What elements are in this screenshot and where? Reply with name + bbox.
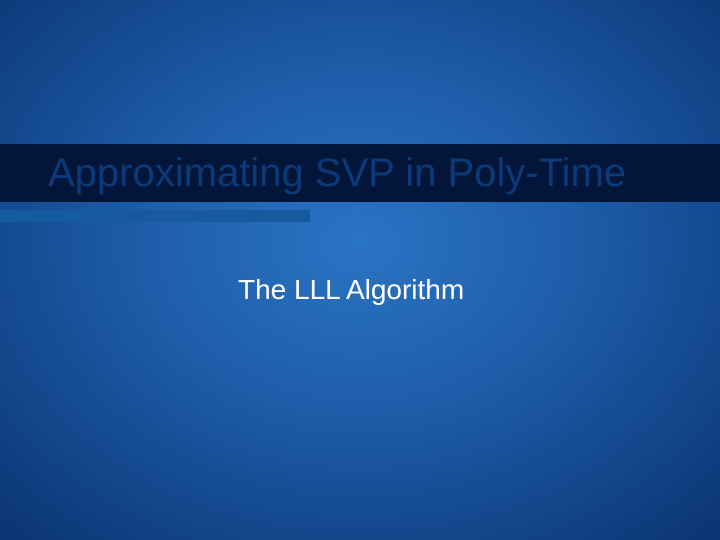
slide-title: Approximating SVP in Poly-Time — [48, 151, 626, 196]
slide-subtitle: The LLL Algorithm — [238, 274, 464, 306]
title-band: Approximating SVP in Poly-Time — [0, 144, 720, 202]
title-underline — [0, 210, 310, 222]
presentation-slide: Approximating SVP in Poly-Time The LLL A… — [0, 0, 720, 540]
